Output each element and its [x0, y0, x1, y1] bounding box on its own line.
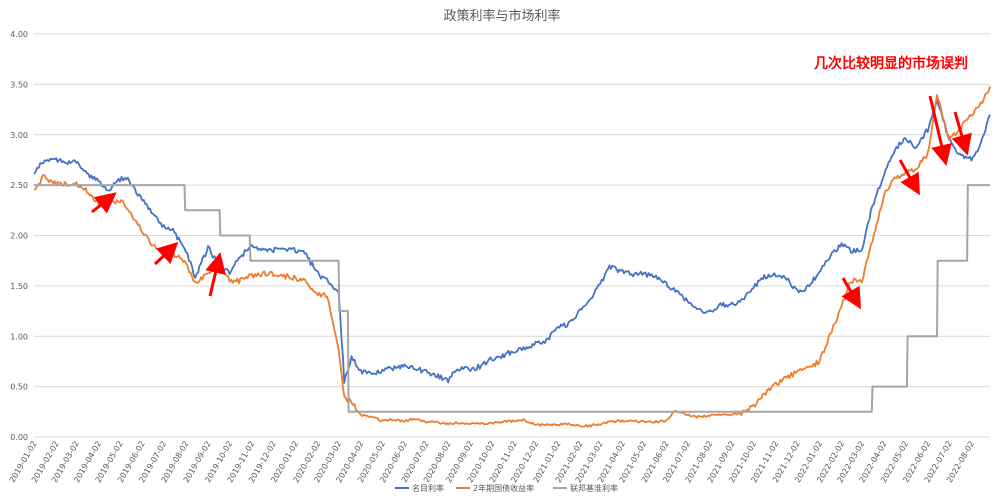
gridlines: [34, 33, 990, 438]
series-lines: [33, 86, 991, 428]
misjudgment-arrows: [91, 95, 972, 310]
chart-title: 政策利率与市场利率: [443, 8, 560, 24]
arrow-4: [841, 277, 861, 310]
arrow-6: [928, 95, 952, 166]
y-tick-label: 0.50: [10, 383, 28, 392]
series-line-0: [33, 98, 991, 384]
arrow-7: [951, 111, 972, 156]
legend-label: 2年期国债收益率: [473, 483, 534, 493]
y-tick-label: 2.50: [10, 181, 28, 190]
arrow-3: [205, 252, 226, 297]
y-tick-label: 1.50: [10, 282, 28, 291]
arrow-5: [898, 159, 920, 196]
legend-label: 名目利率: [412, 483, 444, 493]
legend-label: 联邦基准利率: [570, 483, 618, 493]
y-tick-label: 2.00: [10, 232, 28, 241]
y-tick-label: 4.00: [10, 30, 28, 39]
y-tick-label: 3.00: [10, 131, 28, 140]
annotation-text: 几次比较明显的市场误判: [814, 55, 968, 72]
y-tick-label: 0.00: [10, 433, 28, 442]
x-axis-ticks: 2019-01-022019-02-022019-03-022019-04-02…: [8, 440, 976, 485]
y-axis-ticks: 0.00 0.50 1.00 1.50 2.00 2.50 3.00 3.50 4.00: [10, 30, 28, 442]
legend: 名目利率 2年期国债收益率 联邦基准利率: [395, 483, 618, 493]
arrow-1: [91, 192, 117, 214]
series-line-2: [34, 184, 990, 413]
y-tick-label: 3.50: [10, 80, 28, 89]
series-line-1: [33, 86, 991, 428]
y-tick-label: 1.00: [10, 332, 28, 341]
arrow-2: [153, 241, 179, 266]
